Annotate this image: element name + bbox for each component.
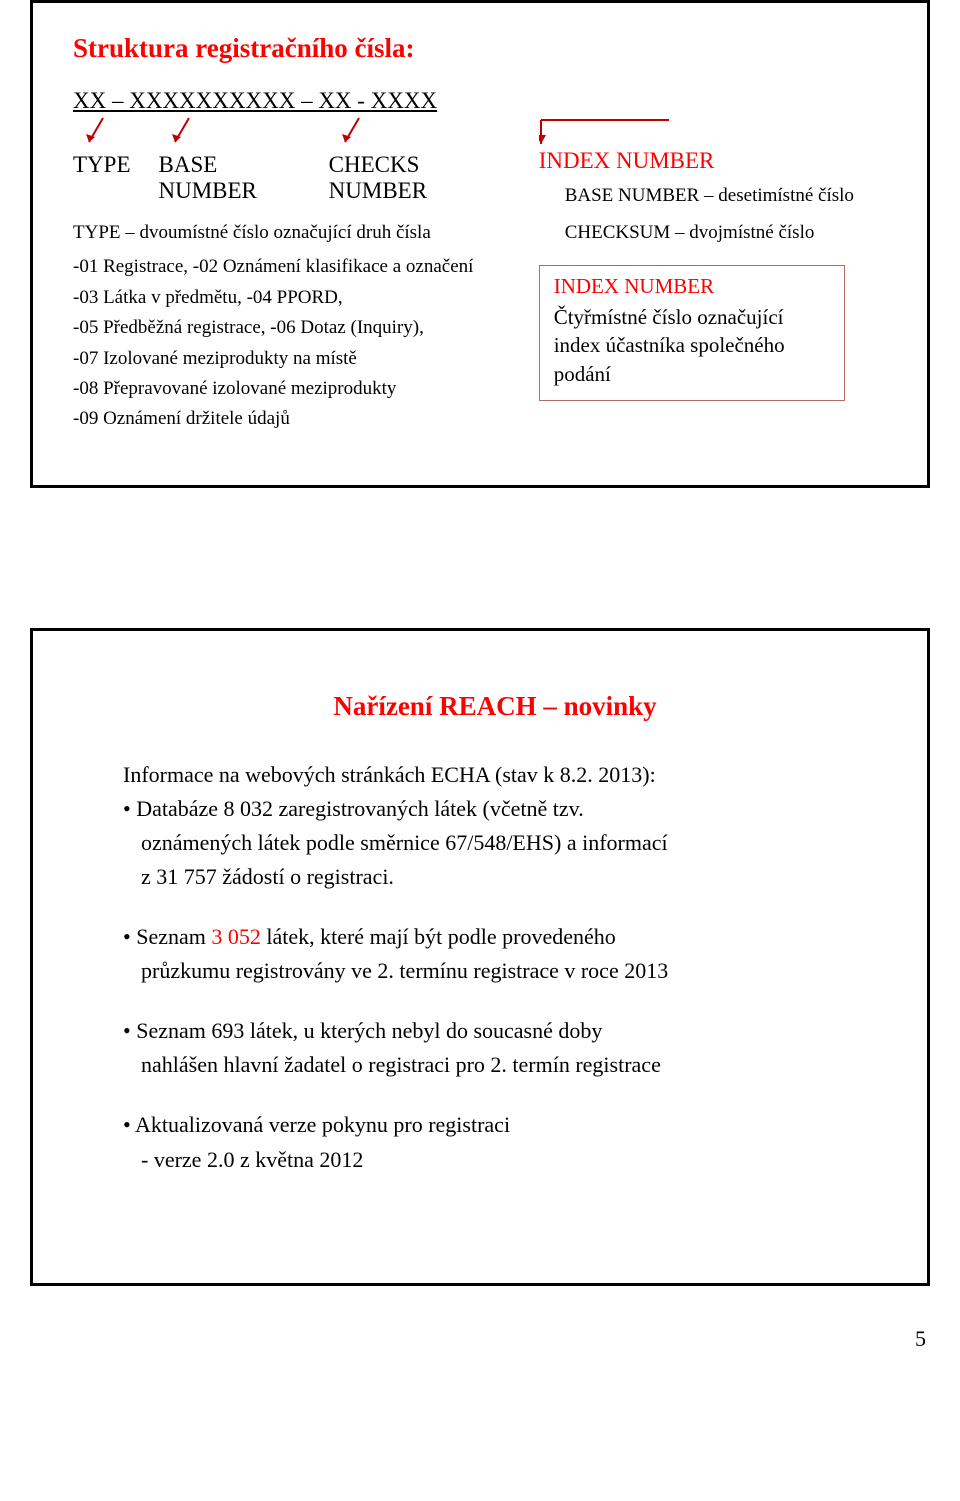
- info-line: • Databáze 8 032 zaregistrovaných látek …: [123, 792, 867, 826]
- checksum-desc: CHECKSUM – dvojmístné číslo: [565, 219, 887, 248]
- arrow-icon: [169, 116, 199, 150]
- info-line: • Seznam 693 látek, u kterých nebyl do s…: [123, 1014, 867, 1048]
- right-column: INDEX NUMBER BASE NUMBER – desetimístné …: [539, 122, 887, 435]
- info-line: oznámených látek podle směrnice 67/548/E…: [141, 826, 867, 860]
- type-desc: TYPE – dvoumístné číslo označující druh …: [73, 218, 499, 248]
- arrow-icon: [83, 116, 113, 150]
- base-number-desc: BASE NUMBER – desetimístné číslo: [565, 182, 887, 211]
- index-desc: BASE NUMBER – desetimístné číslo CHECKSU…: [565, 182, 887, 247]
- header-type-label: TYPE: [73, 152, 131, 177]
- format-pattern: XX – XXXXXXXXXX – XX - XXXX: [73, 88, 887, 114]
- arrow-icon: [539, 118, 679, 152]
- type-item: -08 Přepravované izolované meziprodukty: [73, 374, 499, 404]
- text-span: • Seznam: [123, 924, 211, 949]
- info-line: • Seznam 3 052 látek, které mají být pod…: [123, 920, 867, 954]
- type-definitions: TYPE – dvoumístné číslo označující druh …: [73, 218, 499, 435]
- text-span: látek, které mají být podle provedeného: [261, 924, 616, 949]
- index-number-box: INDEX NUMBER Čtyřmístné číslo označující…: [539, 265, 846, 401]
- index-box-text: Čtyřmístné číslo označující index účastn…: [554, 303, 831, 388]
- header-base-label: BASE NUMBER: [159, 152, 257, 203]
- arrow-icon: [339, 116, 369, 150]
- page-number: 5: [30, 1326, 930, 1352]
- header-type: TYPE: [73, 122, 131, 204]
- info-item: • Seznam 3 052 látek, které mají být pod…: [123, 920, 867, 988]
- info-item: • Seznam 693 látek, u kterých nebyl do s…: [123, 1014, 867, 1082]
- info-line: - verze 2.0 z května 2012: [141, 1143, 867, 1177]
- info-line: z 31 757 žádostí o registraci.: [141, 860, 867, 894]
- header-base: BASE NUMBER: [159, 122, 301, 204]
- info-line: • Aktualizovaná verze pokynu pro registr…: [123, 1108, 867, 1142]
- slide-structure: Struktura registračního čísla: XX – XXXX…: [30, 0, 930, 488]
- type-item: -05 Předběžná registrace, -06 Dotaz (Inq…: [73, 313, 499, 343]
- index-box-title: INDEX NUMBER: [554, 274, 831, 299]
- slide-reach-news: Nařízení REACH – novinky Informace na we…: [30, 628, 930, 1286]
- type-item: -09 Oznámení držitele údajů: [73, 404, 499, 434]
- left-column: TYPE BASE NUMBER CHE: [73, 122, 499, 435]
- slide2-title: Nařízení REACH – novinky: [123, 691, 867, 722]
- info-item: Informace na webových stránkách ECHA (st…: [123, 758, 867, 894]
- highlight-count: 3 052: [211, 924, 261, 949]
- info-line: nahlášen hlavní žadatel o registraci pro…: [141, 1048, 867, 1082]
- type-item: -03 Látka v předmětu, -04 PPORD,: [73, 283, 499, 313]
- type-item: -01 Registrace, -02 Oznámení klasifikace…: [73, 252, 499, 282]
- info-line: průzkumu registrovány ve 2. termínu regi…: [141, 954, 867, 988]
- header-checks: CHECKS NUMBER: [329, 122, 499, 204]
- slide1-title: Struktura registračního čísla:: [73, 33, 887, 64]
- info-line: Informace na webových stránkách ECHA (st…: [123, 758, 867, 792]
- index-number-title: INDEX NUMBER: [539, 148, 887, 174]
- info-item: • Aktualizovaná verze pokynu pro registr…: [123, 1108, 867, 1176]
- header-checks-label: CHECKS NUMBER: [329, 152, 427, 203]
- type-item: -07 Izolované meziprodukty na místě: [73, 344, 499, 374]
